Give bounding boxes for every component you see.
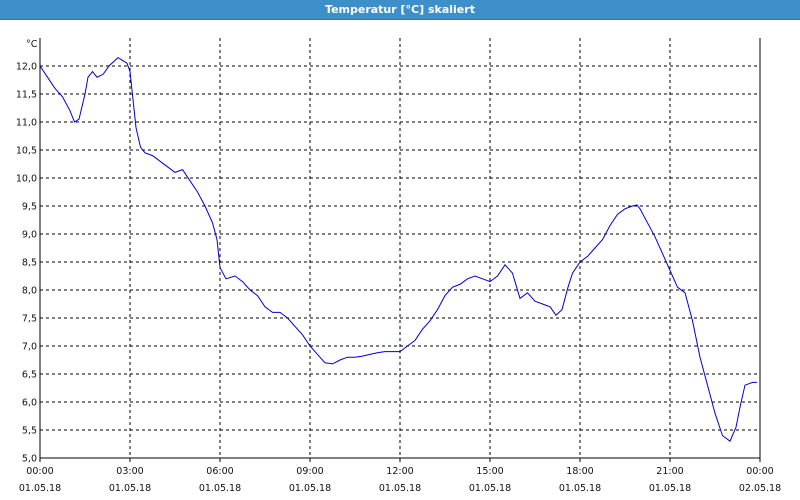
chart-grid — [40, 38, 760, 458]
x-tick-time-label: 15:00 — [476, 466, 503, 477]
chart-window-titlebar[interactable]: Temperatur [°C] skaliert — [0, 0, 800, 20]
chart-window-title: Temperatur [°C] skaliert — [325, 3, 475, 16]
y-tick-label: 5,0 — [22, 454, 37, 465]
y-tick-labels: 5,0 5,5 6,0 6,5 7,0 7,5 8,0 8,5 9,0 9,5 10,0 10,5 11… — [16, 62, 37, 465]
y-tick-label: 9,0 — [22, 230, 37, 241]
x-tick-date-label: 01.05.18 — [469, 483, 511, 494]
y-tick-label: 8,5 — [22, 258, 37, 269]
y-tick-label: 6,5 — [22, 370, 37, 381]
y-tick-label: 6,0 — [22, 398, 37, 409]
y-tick-label: 7,0 — [22, 342, 37, 353]
y-tick-label: 10,0 — [16, 174, 37, 185]
x-tick-date-label: 01.05.18 — [199, 483, 241, 494]
x-tick-time-label: 03:00 — [116, 466, 143, 477]
x-tick-date-label: 01.05.18 — [559, 483, 601, 494]
x-tick-date-label: 01.05.18 — [109, 483, 151, 494]
temperature-chart: 5,0 5,5 6,0 6,5 7,0 7,5 8,0 8,5 9,0 9,5 10,0 10,5 11… — [16, 38, 781, 494]
y-tick-label: 8,0 — [22, 286, 37, 297]
x-tick-time-label: 06:00 — [206, 466, 233, 477]
x-tick-date-label: 01.05.18 — [289, 483, 331, 494]
x-tick-date-label: 01.05.18 — [19, 483, 61, 494]
y-unit-label: °C — [26, 39, 38, 50]
y-tick-label: 10,5 — [16, 146, 37, 157]
y-tick-label: 11,5 — [16, 90, 37, 101]
x-tick-time-label: 18:00 — [566, 466, 593, 477]
x-tick-time-label: 00:00 — [746, 466, 773, 477]
x-tick-time-label: 00:00 — [26, 466, 53, 477]
y-tick-label: 7,5 — [22, 314, 37, 325]
x-tick-time-label: 21:00 — [656, 466, 683, 477]
y-tick-label: 12,0 — [16, 62, 37, 73]
temperature-series-line — [39, 56, 757, 442]
x-tick-date-label: 01.05.18 — [379, 483, 421, 494]
x-tick-time-label: 12:00 — [386, 466, 413, 477]
x-tick-time-label: 09:00 — [296, 466, 323, 477]
x-tick-date-label: 01.05.18 — [649, 483, 691, 494]
y-tick-label: 9,5 — [22, 202, 37, 213]
y-tick-label: 5,5 — [22, 426, 37, 437]
x-tick-labels: 00:00 01.05.18 03:00 01.05.18 06:00 01.05.18 0… — [19, 466, 781, 494]
chart-axes — [39, 38, 761, 462]
y-tick-label: 11,0 — [16, 118, 37, 129]
x-tick-date-label: 02.05.18 — [739, 483, 781, 494]
